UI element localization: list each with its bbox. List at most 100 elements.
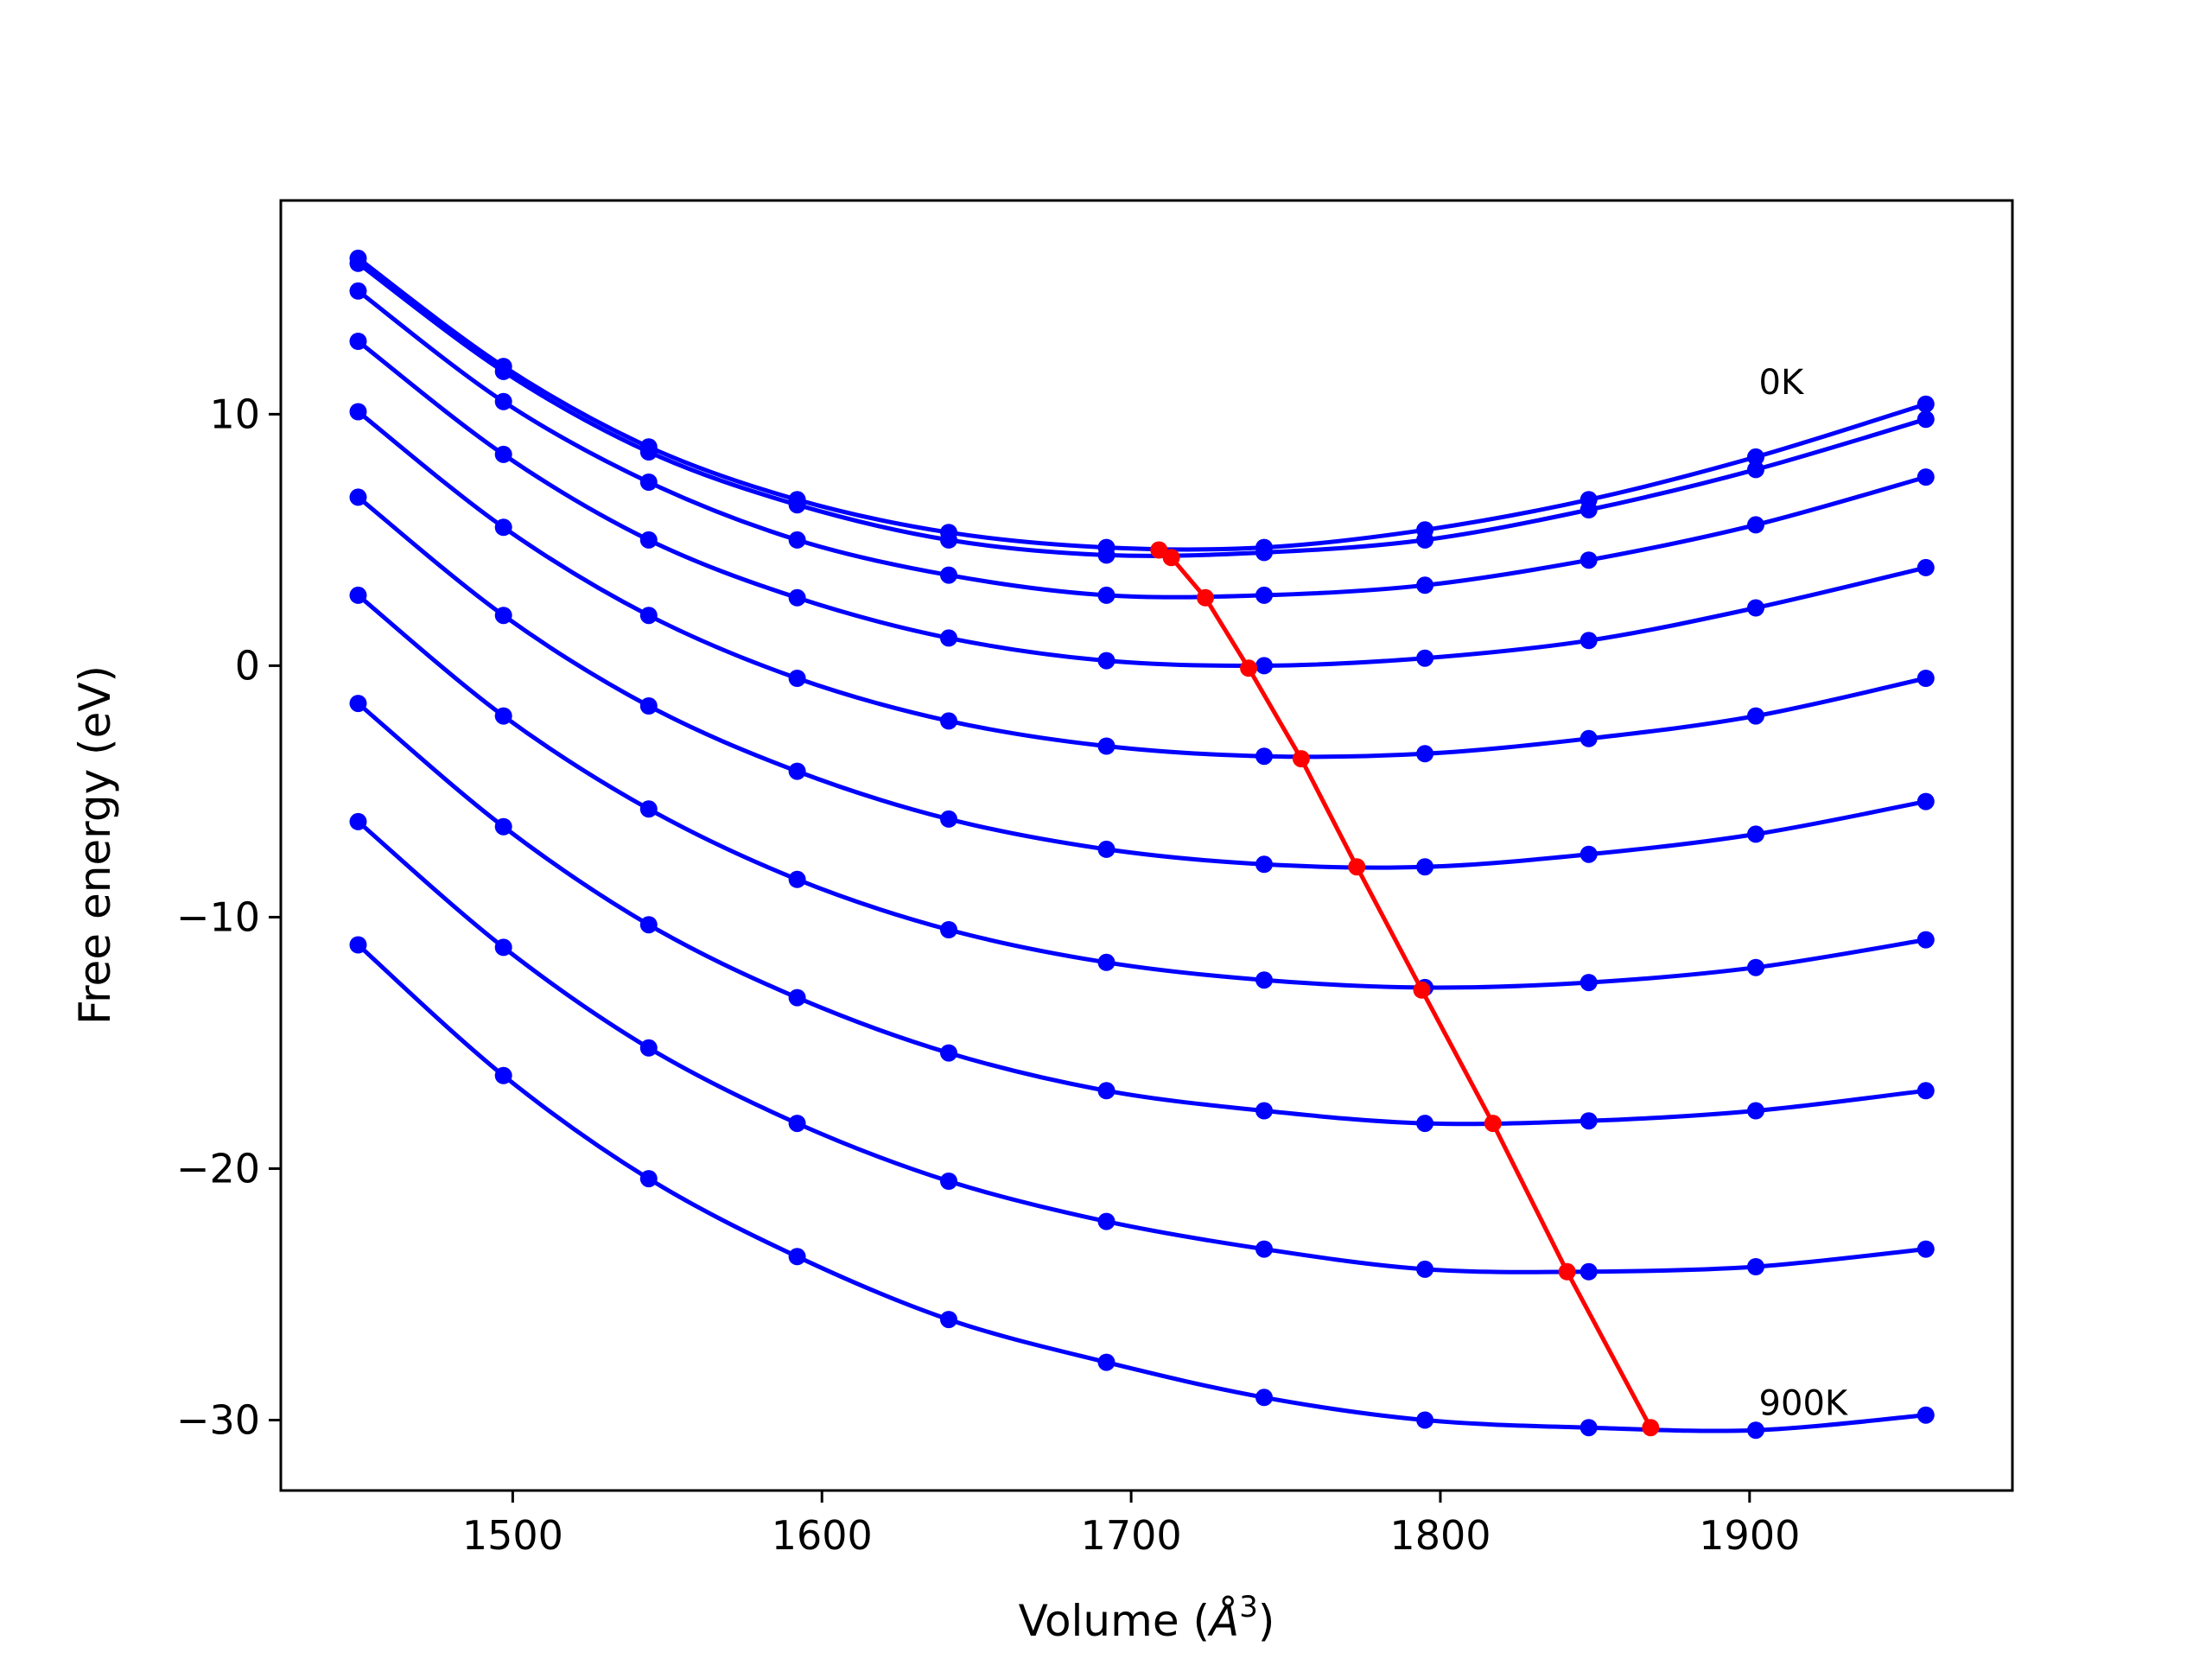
y-tick-label-0: −30 xyxy=(176,1397,260,1444)
y-tick-label-3: 0 xyxy=(235,642,260,689)
curve-9 xyxy=(356,943,1927,1433)
data-point-2-5 xyxy=(1097,586,1116,604)
data-point-4-1 xyxy=(494,518,512,537)
plot-frame xyxy=(279,199,2014,1492)
data-point-7-6 xyxy=(1255,1102,1273,1120)
data-point-5-10 xyxy=(1916,792,1935,810)
data-point-3-1 xyxy=(494,445,512,463)
minimum-point-9 xyxy=(1642,1419,1660,1437)
data-point-9-0 xyxy=(349,936,367,954)
data-point-1-0 xyxy=(349,254,367,272)
data-point-6-10 xyxy=(1916,931,1935,949)
data-point-4-2 xyxy=(639,607,658,625)
minimum-point-2 xyxy=(1197,588,1214,607)
y-tick-label-2: −10 xyxy=(176,893,260,940)
data-point-7-8 xyxy=(1580,1112,1598,1130)
data-point-1-4 xyxy=(940,531,957,549)
curve-6 xyxy=(356,593,1927,990)
minimum-point-8 xyxy=(1558,1262,1576,1281)
data-point-3-7 xyxy=(1416,649,1434,667)
x-tick-label-2: 1700 xyxy=(1081,1512,1182,1559)
minimum-point-1 xyxy=(1162,549,1180,567)
data-point-7-1 xyxy=(494,817,512,836)
y-tick-label-4: 10 xyxy=(209,391,260,437)
minimum-polyline xyxy=(1157,548,1653,1429)
data-point-3-3 xyxy=(788,588,806,607)
data-point-4-4 xyxy=(940,712,957,730)
curve-7 xyxy=(356,702,1927,1127)
data-point-5-9 xyxy=(1747,825,1764,843)
annotation-0: 0K xyxy=(1759,363,1805,403)
data-point-2-9 xyxy=(1747,516,1764,534)
data-point-1-6 xyxy=(1255,543,1273,562)
data-point-5-5 xyxy=(1097,840,1116,858)
annotations: 0K 900K xyxy=(1759,363,1849,1424)
data-point-5-6 xyxy=(1255,855,1273,874)
data-point-6-3 xyxy=(788,870,806,888)
data-point-5-3 xyxy=(788,762,806,780)
minimum-point-7 xyxy=(1484,1115,1502,1133)
data-point-8-8 xyxy=(1580,1262,1598,1281)
data-point-1-10 xyxy=(1916,410,1935,429)
data-point-5-4 xyxy=(940,810,957,828)
data-point-6-5 xyxy=(1097,953,1116,971)
data-point-3-0 xyxy=(349,333,367,350)
y-axis-ticks: −30 −20 −10 0 10 xyxy=(176,391,281,1444)
data-point-1-9 xyxy=(1747,461,1764,479)
data-point-6-6 xyxy=(1255,971,1273,989)
data-point-4-3 xyxy=(788,670,806,687)
data-point-2-6 xyxy=(1255,586,1273,604)
data-point-6-9 xyxy=(1747,958,1764,976)
data-point-0-10 xyxy=(1916,395,1935,413)
data-point-7-3 xyxy=(788,988,806,1007)
minimum-point-4 xyxy=(1292,750,1310,768)
curve-5 xyxy=(356,495,1927,870)
data-point-1-5 xyxy=(1097,546,1116,564)
data-point-7-2 xyxy=(639,916,658,934)
data-point-4-7 xyxy=(1416,745,1434,763)
curve-0 xyxy=(357,256,1927,552)
data-point-6-8 xyxy=(1580,974,1598,992)
data-point-9-2 xyxy=(639,1170,658,1188)
plot-area xyxy=(349,249,1935,1440)
data-point-2-2 xyxy=(639,474,658,491)
data-point-9-9 xyxy=(1747,1421,1764,1440)
data-point-5-1 xyxy=(494,607,512,625)
data-point-3-4 xyxy=(940,629,957,647)
data-point-4-5 xyxy=(1097,737,1116,755)
data-point-8-0 xyxy=(349,812,367,830)
data-point-9-6 xyxy=(1255,1389,1273,1407)
data-point-0-9 xyxy=(1747,448,1764,466)
data-point-8-6 xyxy=(1255,1240,1273,1258)
data-point-4-6 xyxy=(1255,747,1273,766)
y-tick-label-1: −20 xyxy=(176,1145,260,1192)
data-point-9-1 xyxy=(494,1066,512,1084)
annotation-1: 900K xyxy=(1759,1384,1849,1424)
data-point-7-7 xyxy=(1416,1115,1434,1133)
free-energy-points xyxy=(349,249,1935,1440)
data-point-1-3 xyxy=(788,496,806,514)
data-point-5-0 xyxy=(349,488,367,506)
minimum-point-6 xyxy=(1413,981,1431,999)
data-point-9-7 xyxy=(1416,1411,1434,1429)
data-point-2-4 xyxy=(940,566,957,584)
data-point-5-7 xyxy=(1416,858,1434,876)
data-point-3-6 xyxy=(1255,657,1273,675)
data-point-1-1 xyxy=(494,362,512,380)
data-point-9-3 xyxy=(788,1248,806,1266)
data-point-8-7 xyxy=(1416,1260,1434,1278)
x-tick-label-0: 1500 xyxy=(462,1512,563,1559)
data-point-8-3 xyxy=(788,1115,806,1133)
data-point-8-10 xyxy=(1916,1240,1935,1258)
data-point-4-10 xyxy=(1916,670,1935,687)
data-point-2-0 xyxy=(349,282,367,300)
x-tick-label-1: 1600 xyxy=(772,1512,873,1559)
data-point-9-4 xyxy=(940,1311,957,1329)
data-point-2-3 xyxy=(788,531,806,549)
data-point-1-2 xyxy=(639,443,658,461)
data-point-6-4 xyxy=(940,921,957,938)
data-point-4-8 xyxy=(1580,729,1598,747)
minimum-point-0 xyxy=(1150,541,1168,559)
data-point-9-8 xyxy=(1580,1419,1598,1437)
x-tick-label-4: 1900 xyxy=(1699,1512,1800,1559)
